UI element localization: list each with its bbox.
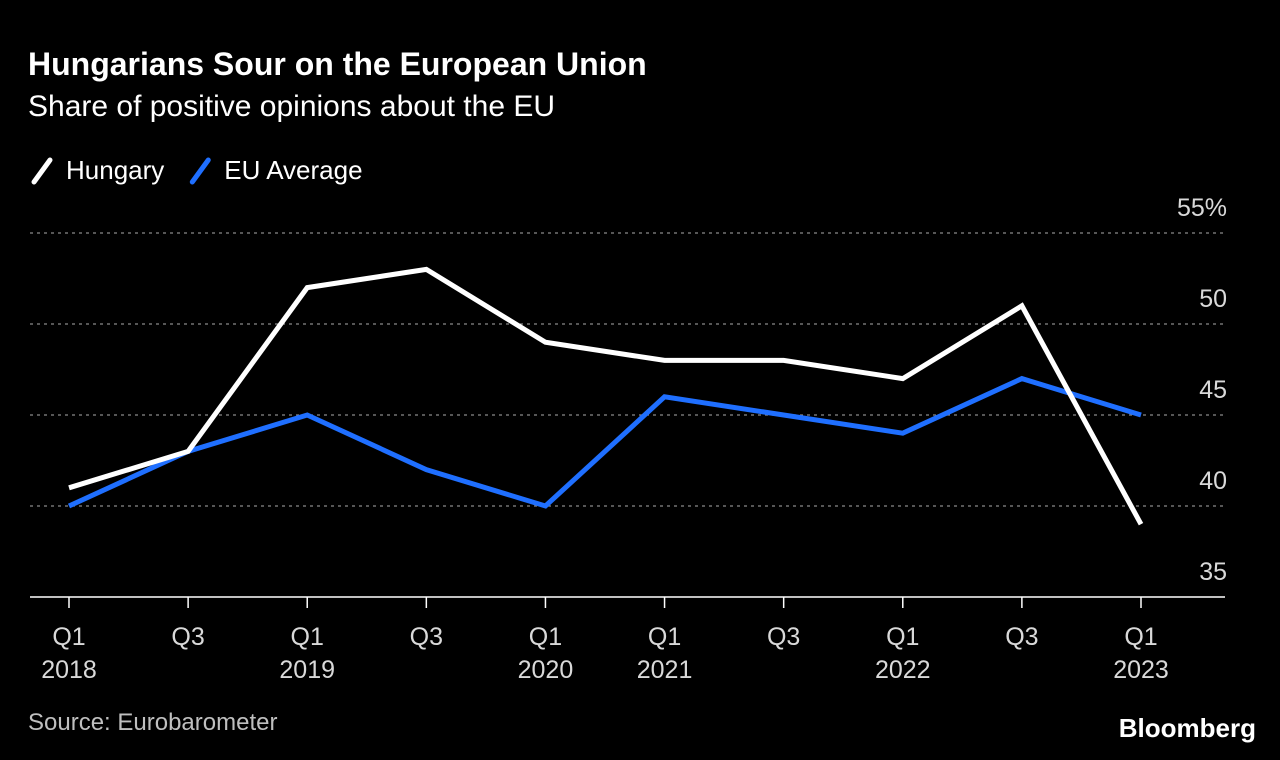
x-tick-label: Q1 bbox=[291, 623, 324, 651]
source: Source: Eurobarometer bbox=[28, 709, 277, 736]
legend-swatch bbox=[31, 157, 53, 185]
x-tick-label: Q3 bbox=[767, 623, 800, 651]
y-tick-label: 55% bbox=[1177, 194, 1227, 222]
legend-label: EU Average bbox=[224, 155, 362, 185]
x-tick-label: 2021 bbox=[637, 656, 693, 684]
y-tick-label: 40 bbox=[1199, 467, 1227, 495]
chart-subtitle: Share of positive opinions about the EU bbox=[28, 90, 555, 123]
brand: Bloomberg bbox=[1119, 713, 1256, 743]
legend-swatch bbox=[189, 157, 211, 185]
x-tick-label: 2020 bbox=[518, 656, 574, 684]
x-tick-label: Q1 bbox=[648, 623, 681, 651]
x-tick-label: 2022 bbox=[875, 656, 931, 684]
chart-title: Hungarians Sour on the European Union bbox=[28, 46, 647, 82]
x-tick-label: Q1 bbox=[529, 623, 562, 651]
y-tick-label: 35 bbox=[1199, 558, 1227, 586]
x-tick-label: Q3 bbox=[171, 623, 204, 651]
x-tick-label: 2018 bbox=[41, 656, 97, 684]
x-tick-label: Q3 bbox=[1005, 623, 1038, 651]
y-tick-label: 45 bbox=[1199, 376, 1227, 404]
y-tick-label: 50 bbox=[1199, 285, 1227, 313]
x-tick-label: Q1 bbox=[52, 623, 85, 651]
x-tick-label: 2019 bbox=[279, 656, 335, 684]
x-tick-label: Q3 bbox=[410, 623, 443, 651]
x-tick-label: Q1 bbox=[1124, 623, 1157, 651]
series-line bbox=[68, 266, 1144, 526]
series-line bbox=[67, 375, 1142, 509]
legend-label: Hungary bbox=[66, 155, 164, 185]
x-tick-label: 2023 bbox=[1113, 656, 1169, 684]
x-tick-label: Q1 bbox=[886, 623, 919, 651]
